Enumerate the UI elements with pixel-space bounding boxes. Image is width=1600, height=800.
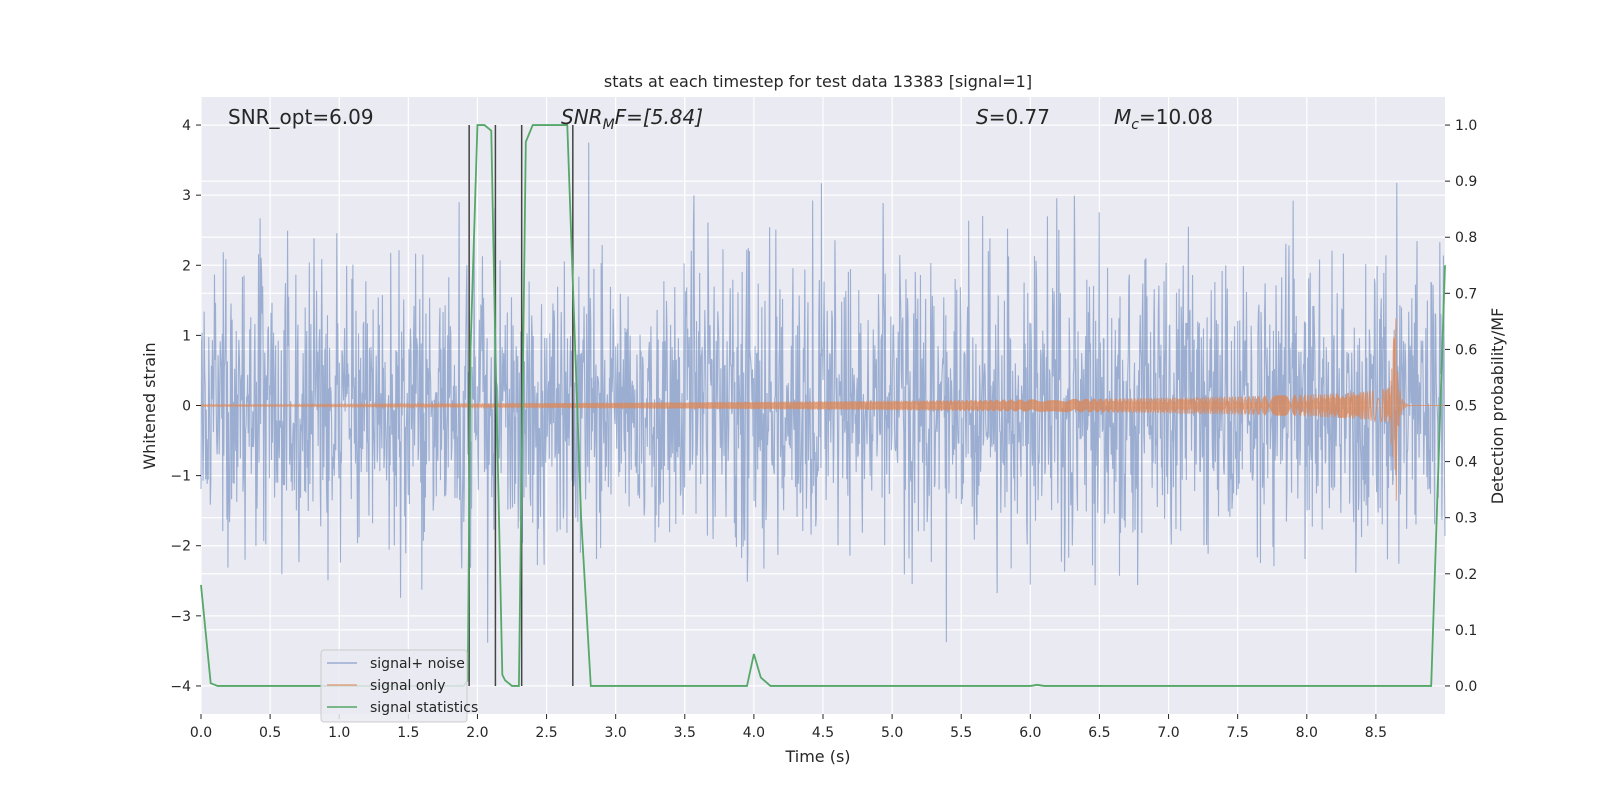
x-tick-label: 4.0 [743,725,765,741]
snr-mf-symbol: SNR [561,105,603,129]
x-tick-label: 2.0 [466,725,488,741]
y-axis-label-left: Whitened strain [140,342,159,469]
y-left-tick-label: 0 [182,399,191,415]
y-right-tick-label: 0.2 [1455,567,1477,583]
x-tick-label: 1.5 [397,725,419,741]
x-tick-label: 7.0 [1157,725,1179,741]
x-tick-label: 5.0 [881,725,903,741]
y-right-tick-label: 0.1 [1455,623,1477,639]
y-right-tick-label: 0.8 [1455,230,1477,246]
y-right-tick-label: 0.7 [1455,286,1477,302]
annotation-mc: Mc=10.08 [1114,105,1213,133]
y-right-tick-label: 1.0 [1455,118,1477,134]
axis-ticks: 0.0 0.5 1.0 1.5 2.0 2.5 3.0 3.5 4.0 4.5 5.0 5.5 6.0 6… [170,118,1477,741]
signal-trace [200,318,1445,501]
y-left-tick-label: −4 [170,679,191,695]
y-axis-label-right: Detection probability/MF [1488,308,1507,505]
x-tick-label: 7.5 [1227,725,1249,741]
x-tick-label: 3.0 [605,725,627,741]
annotation-snr-mf: SNRMF=[5.84] [561,105,703,133]
y-right-tick-label: 0.5 [1455,399,1477,415]
x-tick-label: 0.0 [190,725,212,741]
legend: signal+ noise signal only signal statist… [320,649,478,723]
y-left-tick-label: 3 [182,188,191,204]
series-signal-statistics [200,124,1446,687]
mc-symbol: M [1114,105,1131,129]
snr-mf-subscript: M [603,117,615,133]
mc-subscript: c [1131,117,1139,133]
stats-trace [200,124,1446,687]
series-signal-only [200,318,1445,501]
x-axis-label: Time (s) [784,747,850,766]
y-left-tick-label: 4 [182,118,191,134]
y-left-tick-label: −2 [170,539,191,555]
x-tick-label: 2.5 [535,725,557,741]
annotation-s: S=0.77 [976,105,1050,129]
legend-box [320,649,468,723]
s-symbol: S [976,105,989,129]
x-tick-label: 1.0 [328,725,350,741]
x-tick-label: 6.5 [1088,725,1110,741]
y-left-tick-label: −1 [170,469,191,485]
x-tick-label: 0.5 [259,725,281,741]
series-signal-noise [200,142,1446,643]
legend-label-signal: signal only [370,678,445,694]
s-value: =0.77 [989,105,1050,129]
y-left-tick-label: 2 [182,258,191,274]
legend-label-noise: signal+ noise [370,656,465,672]
y-right-tick-label: 0.3 [1455,511,1477,527]
legend-label-stats: signal statistics [370,700,478,716]
x-tick-label: 6.0 [1019,725,1041,741]
y-right-tick-label: 0.0 [1455,679,1477,695]
noise-trace [200,142,1446,643]
x-tick-label: 5.5 [950,725,972,741]
annotation-snr-opt: SNR_opt=6.09 [228,105,374,129]
chart-title: stats at each timestep for test data 133… [604,72,1032,91]
y-left-tick-label: 1 [182,328,191,344]
mc-value: =10.08 [1139,105,1213,129]
y-right-tick-label: 0.9 [1455,174,1477,190]
x-tick-label: 8.0 [1296,725,1318,741]
x-tick-label: 3.5 [674,725,696,741]
x-tick-label: 4.5 [812,725,834,741]
x-tick-label: 8.5 [1365,725,1387,741]
snr-mf-value: F=[5.84] [615,105,703,129]
y-left-tick-label: −3 [170,609,191,625]
y-right-tick-label: 0.4 [1455,455,1477,471]
y-right-tick-label: 0.6 [1455,342,1477,358]
